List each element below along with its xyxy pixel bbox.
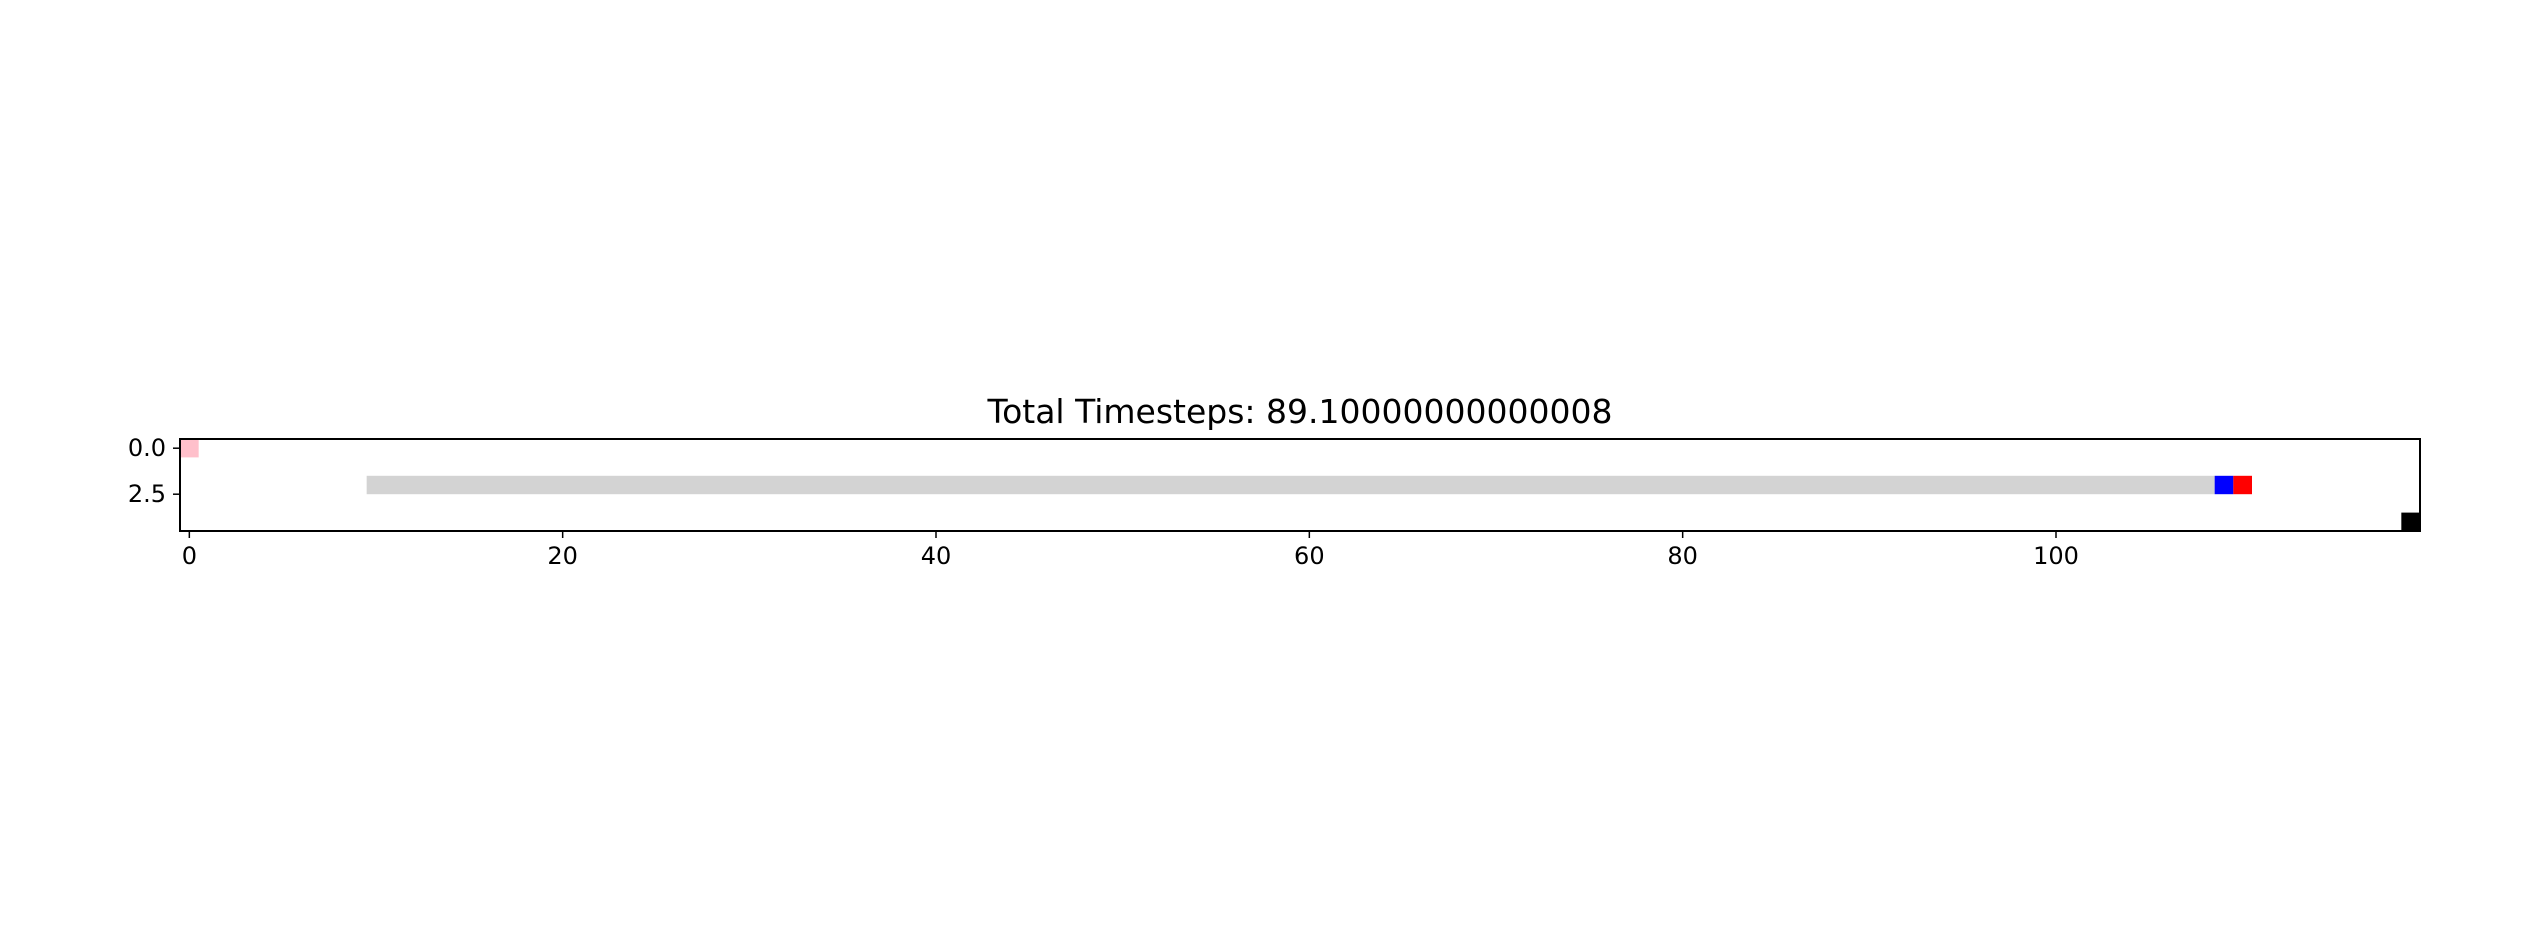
x-tick-label: 80 [1667, 542, 1698, 570]
x-tick-label: 40 [921, 542, 952, 570]
plot-frame [179, 438, 2421, 532]
x-tick-label: 60 [1294, 542, 1325, 570]
y-tick-label: 2.5 [128, 480, 166, 508]
gray-track [366, 475, 2215, 495]
red-cell [2233, 475, 2252, 495]
blue-cell [2214, 475, 2234, 495]
heatmap-cells [180, 439, 2420, 531]
plot-area [179, 438, 2421, 532]
chart-title: Total Timesteps: 89.10000000000008 [987, 392, 1613, 431]
y-tick-label: 0.0 [128, 434, 166, 462]
pink-cell [180, 439, 199, 458]
y-axis: 0.0 2.5 [128, 434, 180, 508]
x-tick-label: 100 [2033, 542, 2079, 570]
x-axis: 0 20 40 60 80 100 [182, 531, 2079, 570]
black-cell [2401, 512, 2420, 531]
x-tick-label: 20 [547, 542, 578, 570]
x-tick-label: 0 [182, 542, 197, 570]
